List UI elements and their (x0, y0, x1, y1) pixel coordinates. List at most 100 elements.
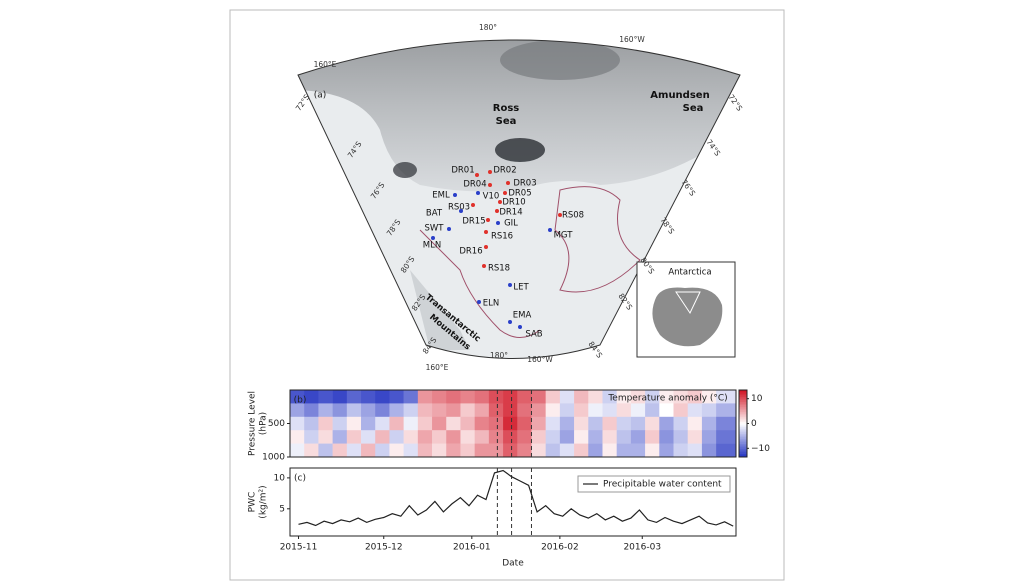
colorbar-step (739, 431, 747, 434)
heat-cell (531, 430, 546, 444)
inset-title: Antarctica (668, 268, 711, 278)
lon-label: 160°E (314, 60, 337, 69)
sea-label: Ross (493, 103, 520, 114)
heat-cell (559, 390, 575, 404)
heat-cell (588, 403, 603, 418)
heat-cell (290, 403, 305, 418)
map-border (297, 39, 741, 359)
heat-cell (389, 403, 404, 418)
heat-cell (474, 416, 490, 431)
heat-cell (446, 416, 461, 431)
heat-cell (701, 416, 717, 431)
heat-cell (545, 443, 561, 458)
y-tick-label: 5 (279, 504, 285, 514)
panel-label: (c) (294, 474, 306, 484)
heat-cell (474, 443, 490, 458)
x-axis-label: Date (502, 559, 524, 569)
heat-cell (503, 443, 518, 458)
colorbar-tick-label: −10 (751, 444, 770, 454)
heat-cell (332, 443, 348, 458)
heat-cell (332, 430, 348, 444)
legend-box (577, 475, 731, 493)
station-dot (508, 320, 512, 324)
inset-continent (652, 287, 723, 347)
station-label: DR03 (513, 179, 536, 189)
heat-cell (687, 390, 703, 404)
heat-cell (290, 416, 305, 431)
heat-cell (389, 430, 404, 444)
heat-cell (417, 430, 433, 444)
heat-cell (574, 416, 589, 431)
y-axis-label: (kg/m²) (259, 485, 269, 518)
heat-cell (446, 430, 461, 444)
heat-cell (474, 430, 490, 444)
heat-cell (304, 390, 319, 404)
y-tick-label: 500 (268, 419, 285, 429)
heat-cell (559, 430, 575, 444)
colorbar-step (739, 428, 747, 431)
heat-cell (446, 403, 461, 418)
colorbar-step (739, 420, 747, 423)
station-dot (506, 181, 510, 185)
heat-cell (361, 403, 376, 418)
heat-cell (446, 443, 461, 458)
station-dot (508, 283, 512, 287)
heat-cell (716, 390, 737, 404)
heat-cell (488, 430, 504, 444)
colorbar-step (739, 448, 747, 451)
heat-cell (701, 443, 717, 458)
station-label: DR02 (493, 166, 516, 176)
colorbar-step (739, 418, 747, 421)
heat-cell (630, 403, 646, 418)
heat-cell (432, 430, 447, 444)
heat-cell (488, 403, 504, 418)
lon-label: 180° (479, 23, 497, 32)
heat-cell (460, 416, 475, 431)
heat-cell (559, 416, 575, 431)
x-tick-label: 2016-01 (453, 543, 491, 553)
colorbar-step (739, 426, 747, 429)
heat-cell (616, 443, 632, 458)
colorbar-step (739, 403, 747, 406)
colorbar-step (739, 395, 747, 397)
heat-cell (602, 390, 617, 404)
heat-cell (318, 443, 333, 458)
lon-label: 160°W (619, 35, 645, 44)
panel-label: (b) (294, 396, 307, 406)
heat-cell (645, 390, 660, 404)
heat-cell (659, 430, 674, 444)
heat-cell (659, 390, 674, 404)
heat-cell (432, 443, 447, 458)
heat-cell (559, 403, 575, 418)
heat-cell (602, 443, 617, 458)
colorbar-step (739, 430, 747, 433)
sea-label: Amundsen (650, 90, 709, 101)
heat-cell (716, 416, 737, 431)
colorbar-step (739, 411, 747, 414)
heat-cell (403, 443, 419, 458)
heat-cell (403, 416, 419, 431)
colorbar-tick-label: 0 (751, 419, 757, 429)
station-dot (484, 230, 488, 234)
station-label: RS16 (491, 232, 513, 242)
colorbar-step (739, 400, 747, 403)
heat-cell (517, 430, 532, 444)
heat-cell (701, 403, 717, 418)
heat-cell (687, 443, 703, 458)
heat-cell (673, 430, 689, 444)
station-dot (486, 218, 490, 222)
station-dot (476, 191, 480, 195)
heat-cell (673, 443, 689, 458)
colorbar-step (739, 453, 747, 456)
heat-cell (545, 403, 561, 418)
heat-cell (460, 430, 475, 444)
station-dot (459, 209, 463, 213)
y-axis-label: Pressure Level (248, 391, 258, 456)
heat-cell (531, 403, 546, 418)
plot-frame (289, 467, 737, 537)
heat-cell (389, 443, 404, 458)
station-label: DR16 (459, 247, 482, 257)
heat-cell (290, 430, 305, 444)
heat-cell (687, 430, 703, 444)
heat-cell (488, 390, 504, 404)
